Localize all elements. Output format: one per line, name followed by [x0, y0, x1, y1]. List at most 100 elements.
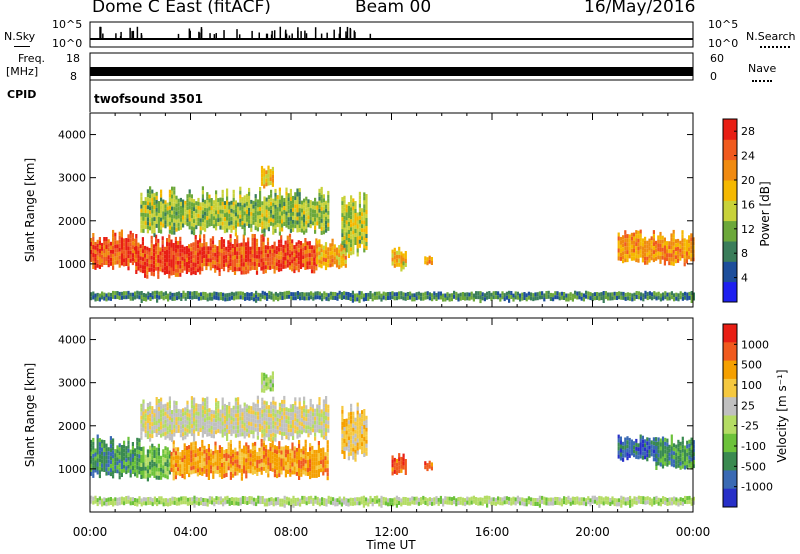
- power-cell: [211, 248, 215, 253]
- velocity-cell: [215, 426, 218, 431]
- power-cell: [116, 291, 119, 295]
- power-cell: [637, 238, 640, 243]
- power-cell: [184, 292, 187, 297]
- velocity-cell: [686, 456, 689, 461]
- velocity-cell: [134, 502, 137, 506]
- velocity-cell: [345, 426, 348, 431]
- velocity-cell: [134, 498, 137, 502]
- power-cell: [251, 241, 254, 246]
- velocity-cell: [303, 495, 306, 500]
- power-cell: [327, 210, 330, 215]
- power-cell: [260, 177, 264, 182]
- velocity-cell: [245, 454, 248, 459]
- velocity-cell: [205, 468, 208, 473]
- power-cell: [630, 244, 633, 249]
- power-cell: [342, 253, 345, 258]
- velocity-cell: [166, 455, 169, 460]
- velocity-cell: [293, 454, 296, 459]
- velocity-cell: [96, 458, 99, 463]
- power-cell: [196, 240, 199, 245]
- power-cell: [662, 296, 665, 301]
- velocity-cell: [205, 464, 208, 469]
- velocity-cell: [320, 417, 323, 422]
- velocity-cell: [125, 470, 128, 475]
- power-cell: [304, 262, 307, 266]
- velocity-cell: [655, 454, 658, 458]
- velocity-cell: [251, 446, 254, 451]
- velocity-cell: [194, 461, 197, 466]
- power-cell: [221, 209, 224, 214]
- velocity-cell: [291, 458, 294, 463]
- velocity-cell: [218, 465, 221, 470]
- power-cell: [329, 243, 332, 248]
- power-cell: [461, 292, 464, 296]
- power-cell: [174, 244, 177, 249]
- power-cell: [118, 247, 121, 252]
- velocity-cell: [193, 503, 196, 508]
- power-cell: [291, 259, 294, 264]
- power-cell: [265, 209, 268, 214]
- power-cell: [300, 224, 303, 229]
- power-cell: [253, 246, 256, 250]
- power-cell: [217, 214, 220, 219]
- velocity-cell: [363, 449, 366, 453]
- power-cell: [256, 199, 259, 204]
- power-cell: [263, 180, 266, 185]
- velocity-cell: [168, 432, 171, 437]
- power-cell: [331, 238, 334, 243]
- power-cell: [365, 210, 368, 214]
- velocity-cell: [641, 439, 644, 444]
- velocity-cell: [162, 432, 165, 437]
- velocity-cell: [92, 469, 95, 474]
- power-ytick-label: 1000: [58, 258, 86, 271]
- power-cell: [296, 295, 299, 299]
- power-cell: [197, 201, 200, 206]
- velocity-cell: [207, 456, 210, 460]
- power-cell: [311, 213, 314, 218]
- power-cell: [352, 218, 355, 223]
- power-cell: [352, 198, 355, 203]
- power-cell: [101, 291, 104, 296]
- power-cell: [274, 220, 277, 225]
- power-cell: [292, 199, 295, 204]
- velocity-cell: [311, 404, 314, 409]
- power-cell: [211, 236, 215, 241]
- power-cell: [331, 242, 334, 247]
- velocity-cell: [347, 416, 350, 421]
- velocity-cell: [298, 397, 301, 402]
- power-cell: [285, 187, 288, 192]
- velocity-cell: [292, 428, 295, 432]
- velocity-cell: [363, 453, 366, 457]
- power-cell: [229, 254, 232, 259]
- velocity-cell: [284, 453, 287, 458]
- velocity-cell: [190, 396, 193, 401]
- power-cell: [316, 240, 319, 245]
- velocity-cell: [267, 417, 270, 422]
- velocity-cell: [228, 401, 231, 406]
- velocity-cell: [206, 412, 209, 417]
- velocity-cell: [157, 407, 160, 411]
- power-cell: [228, 296, 231, 301]
- velocity-cell: [184, 496, 187, 501]
- power-cell: [398, 254, 401, 259]
- velocity-cell: [250, 496, 253, 501]
- velocity-cell: [197, 431, 200, 436]
- power-cell: [214, 248, 217, 253]
- power-cell: [166, 266, 169, 270]
- power-cell: [101, 262, 104, 267]
- power-cell: [240, 246, 243, 251]
- velocity-cell: [675, 448, 678, 453]
- velocity-cell: [301, 495, 304, 500]
- power-cell: [262, 237, 265, 242]
- power-cell: [171, 218, 174, 223]
- power-cell: [622, 255, 625, 260]
- power-cell: [127, 294, 130, 299]
- velocity-cell: [240, 460, 243, 465]
- velocity-cell: [278, 445, 281, 450]
- velocity-cell: [134, 456, 137, 461]
- velocity-cell: [260, 376, 264, 381]
- power-cell: [245, 217, 248, 222]
- nsearch-tick-high: 10^5: [708, 18, 739, 31]
- velocity-cell: [214, 457, 217, 462]
- velocity-cell: [174, 455, 177, 460]
